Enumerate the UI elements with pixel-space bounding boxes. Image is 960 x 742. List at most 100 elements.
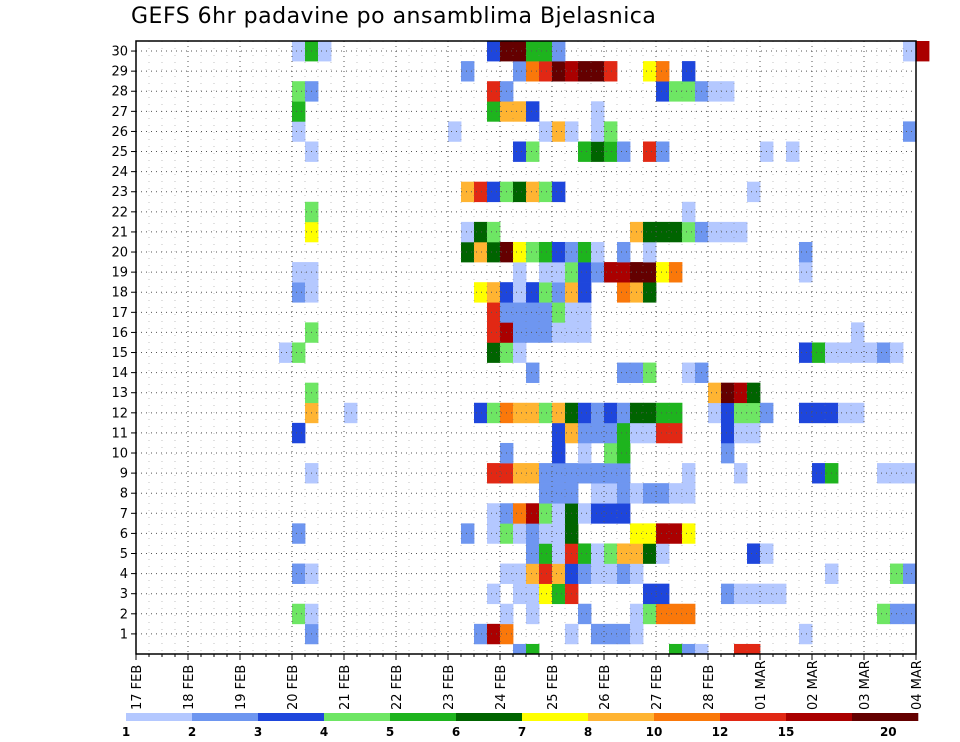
x-tick-label: 23 FEB [442, 665, 457, 710]
data-cell [747, 543, 761, 564]
y-tick-label: 19 [111, 266, 128, 281]
y-tick-label: 8 [120, 487, 128, 502]
data-cell [552, 241, 566, 263]
data-cell [656, 262, 670, 283]
data-cell [539, 503, 553, 524]
data-cell [487, 463, 501, 484]
data-cell [578, 422, 592, 444]
legend-label: 6 [452, 725, 460, 739]
x-tick-label: 28 FEB [702, 665, 717, 710]
data-cell [708, 382, 722, 404]
data-cell [643, 543, 657, 564]
data-cell [487, 342, 501, 363]
data-cell [721, 402, 735, 424]
data-cell [487, 41, 501, 62]
data-cell [526, 241, 540, 263]
data-cell [513, 41, 527, 62]
data-cell [526, 543, 540, 564]
data-cell [617, 362, 631, 383]
data-cell [526, 603, 540, 625]
data-cell [669, 402, 683, 424]
x-tick-label: 24 FEB [494, 665, 509, 710]
data-cell [747, 402, 761, 424]
legend-swatch [654, 713, 721, 721]
data-cell [656, 543, 670, 564]
data-cell [539, 322, 553, 343]
y-tick-label: 20 [111, 246, 128, 261]
data-cell [552, 483, 566, 504]
data-cell [617, 543, 631, 564]
legend-label: 15 [778, 725, 795, 739]
y-tick-label: 10 [111, 447, 128, 462]
y-tick-label: 24 [111, 165, 128, 180]
data-cell [669, 643, 683, 655]
data-cell [474, 402, 488, 424]
data-cell [617, 483, 631, 504]
data-cell [591, 141, 605, 162]
data-cell [591, 402, 605, 424]
data-cell [656, 141, 670, 162]
data-cell [578, 442, 592, 464]
y-tick-label: 3 [120, 587, 128, 602]
legend-swatch [720, 713, 787, 721]
y-tick-label: 1 [120, 627, 128, 642]
data-cell [487, 181, 501, 203]
data-cell [591, 543, 605, 564]
data-cell [734, 583, 748, 605]
legend-swatch [324, 713, 391, 721]
data-cell [461, 221, 475, 243]
data-cell [552, 503, 566, 524]
y-tick-label: 2 [120, 607, 128, 622]
data-cell [552, 563, 566, 584]
data-cell [812, 463, 826, 484]
data-cell [474, 181, 488, 203]
data-cell [552, 442, 566, 464]
data-cell [487, 583, 501, 605]
legend-swatch [456, 713, 523, 721]
data-cell [578, 563, 592, 584]
data-cell [851, 322, 865, 343]
data-cell [292, 523, 306, 544]
data-cell [591, 463, 605, 484]
data-cell [838, 342, 852, 363]
data-cell [292, 342, 306, 363]
y-tick-label: 23 [111, 185, 128, 200]
data-cell [474, 241, 488, 263]
data-cell [578, 322, 592, 343]
data-cell [669, 81, 683, 102]
data-cell [526, 101, 540, 122]
y-tick-label: 28 [111, 85, 128, 100]
x-tick-label: 18 FEB [182, 665, 197, 710]
data-cell [474, 282, 488, 303]
data-cell [721, 81, 735, 102]
data-cell [643, 141, 657, 162]
data-cell [734, 382, 748, 404]
data-cell [851, 342, 865, 363]
data-cell [617, 141, 631, 162]
x-tick-label: 21 FEB [338, 665, 353, 710]
data-cell [552, 181, 566, 203]
data-cell [539, 41, 553, 62]
legend-swatch [786, 713, 853, 721]
data-cell [539, 483, 553, 504]
data-cell [721, 382, 735, 404]
data-cell [539, 563, 553, 584]
data-cell [799, 402, 813, 424]
legend-swatch [126, 713, 193, 721]
data-cell [604, 442, 618, 464]
data-cell [591, 503, 605, 524]
data-cell [526, 583, 540, 605]
data-cell [292, 282, 306, 303]
data-cell [617, 442, 631, 464]
y-tick-label: 29 [111, 65, 128, 80]
data-cell [461, 241, 475, 263]
data-cell [292, 422, 306, 444]
data-cell [864, 342, 878, 363]
data-cell [604, 262, 618, 283]
data-cell [591, 483, 605, 504]
data-cell [656, 61, 670, 82]
data-cell [591, 121, 605, 142]
y-tick-label: 16 [111, 326, 128, 341]
data-cell [812, 342, 826, 363]
chart-title: GEFS 6hr padavine po ansamblima Bjelasni… [131, 4, 657, 29]
